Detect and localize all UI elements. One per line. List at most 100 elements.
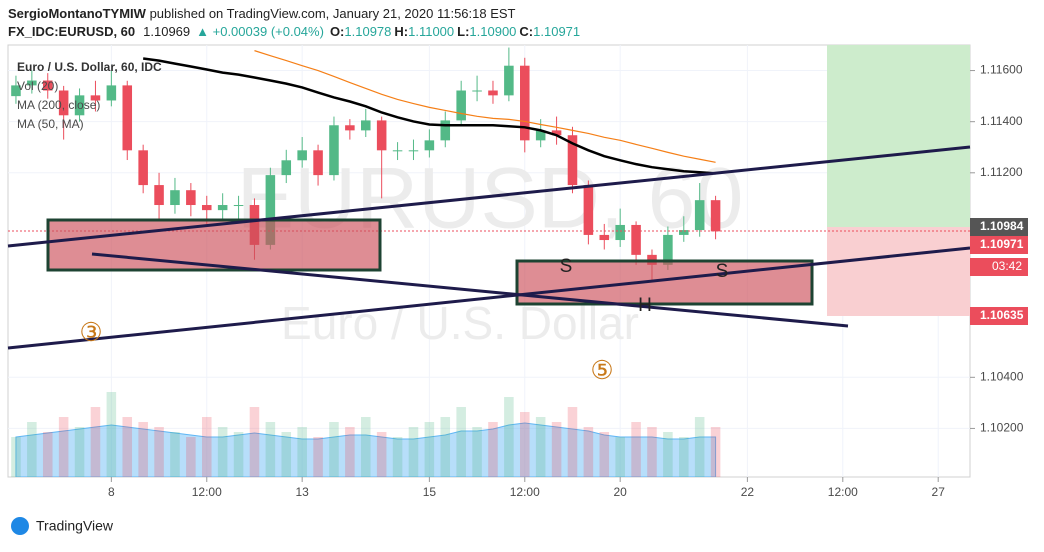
moving-average xyxy=(254,50,716,163)
x-tick-label: 27 xyxy=(932,485,946,499)
candle-body xyxy=(615,224,625,241)
volume-bar xyxy=(376,432,387,477)
candle-body xyxy=(567,135,578,186)
ohlc-value: 1.10971 xyxy=(533,24,580,39)
volume-pane xyxy=(11,392,721,477)
volume-bar xyxy=(27,422,37,477)
volume-bar xyxy=(233,432,244,477)
volume-bar xyxy=(90,407,101,477)
price-label: 1.10984 xyxy=(980,219,1024,233)
volume-bar xyxy=(599,432,610,477)
volume-bar xyxy=(138,422,148,477)
moving-averages xyxy=(142,50,716,175)
ohlc-label: C: xyxy=(519,24,533,39)
candle-body xyxy=(42,80,53,91)
volume-bar xyxy=(679,437,689,477)
volume-bar xyxy=(122,417,133,477)
countdown-label: 03:42 xyxy=(992,259,1022,273)
ohlc-label: L: xyxy=(457,24,469,39)
candle-body xyxy=(154,185,164,206)
x-tick-label: 15 xyxy=(423,485,437,499)
volume-bar xyxy=(535,417,546,477)
candle-body xyxy=(329,125,339,176)
ohlc-value: 1.10978 xyxy=(344,24,391,39)
header-line-2: FX_IDC:EURUSD, 60 1.10969 ▲ +0.00039 (+0.0… xyxy=(8,24,580,39)
volume-bar xyxy=(472,427,482,477)
price-label: 1.10635 xyxy=(980,308,1024,322)
candle-body xyxy=(58,90,69,116)
volume-bar xyxy=(663,432,673,477)
volume-bar xyxy=(424,422,435,477)
candle-body xyxy=(27,80,37,86)
candle-body xyxy=(170,190,180,206)
volume-bar xyxy=(551,422,562,477)
published: published on TradingView.com, January 21… xyxy=(150,6,516,21)
candle-body xyxy=(551,130,562,136)
trend-line xyxy=(7,246,971,350)
wave-label: ⑤ xyxy=(590,355,613,385)
volume-bar xyxy=(154,427,164,477)
candle-body xyxy=(504,65,514,96)
candle-body xyxy=(408,150,419,152)
volume-bar xyxy=(360,417,371,477)
volume-bar xyxy=(201,417,212,477)
wave-label: ③ xyxy=(79,317,102,347)
volume-bar xyxy=(631,422,641,477)
price-label-box xyxy=(970,218,1028,236)
annotation: S xyxy=(560,256,573,277)
symbol: FX_IDC:EURUSD, 60 xyxy=(8,24,135,39)
ohlc-label: O: xyxy=(330,24,344,39)
candle-body xyxy=(201,205,212,211)
candle-body xyxy=(679,230,689,235)
volume-bar xyxy=(265,422,276,477)
candle-body xyxy=(233,205,244,207)
candle-body xyxy=(217,205,228,211)
y-tick-label: 1.11600 xyxy=(980,63,1023,77)
x-tick-label: 12:00 xyxy=(828,485,858,499)
volume-bar xyxy=(504,397,514,477)
candle-body xyxy=(424,140,435,151)
change: ▲ +0.00039 (+0.04%) xyxy=(196,24,324,39)
x-tick-label: 22 xyxy=(741,485,755,499)
volume-bar xyxy=(567,407,578,477)
candle-body xyxy=(186,190,196,206)
candle-body xyxy=(106,85,117,101)
volume-bar xyxy=(297,427,307,477)
volume-ma-area xyxy=(15,422,717,477)
volume-bar xyxy=(456,407,466,477)
candle-body xyxy=(297,150,307,161)
volume-bar xyxy=(186,437,196,477)
volume-bar xyxy=(488,422,498,477)
x-tick-label: 20 xyxy=(614,485,628,499)
volume-bar xyxy=(392,437,403,477)
volume-bar xyxy=(710,427,721,477)
x-tick-label: 8 xyxy=(108,485,115,499)
candle-body xyxy=(535,130,546,141)
trend-line xyxy=(91,252,849,328)
candle-body xyxy=(265,175,276,245)
price: 1.10969 xyxy=(143,24,190,39)
long-position-stop xyxy=(827,227,970,316)
candle-body xyxy=(138,150,148,186)
legend: Euro / U.S. Dollar, 60, IDC Vol (20) MA … xyxy=(17,60,162,131)
candle-body xyxy=(520,65,530,141)
volume-bar xyxy=(58,417,69,477)
long-position-target xyxy=(827,45,970,227)
volume-bar xyxy=(615,437,625,477)
ohlc-label: H: xyxy=(394,24,408,39)
footer-brand: TradingView xyxy=(36,518,114,534)
legend-entry: MA (200, close) xyxy=(17,98,100,112)
volume-bar xyxy=(106,392,117,477)
candle-body xyxy=(74,95,85,116)
volume-bar xyxy=(249,407,260,477)
volume-bar xyxy=(217,427,228,477)
candle-body xyxy=(313,150,323,176)
candle-body xyxy=(456,90,466,121)
candle-body xyxy=(663,234,673,265)
author: SergioMontanoTYMIW xyxy=(8,6,147,21)
volume-bar xyxy=(42,432,53,477)
price-label-box xyxy=(970,236,1028,254)
candle-body xyxy=(90,95,101,101)
y-tick-label: 1.11400 xyxy=(980,114,1023,128)
